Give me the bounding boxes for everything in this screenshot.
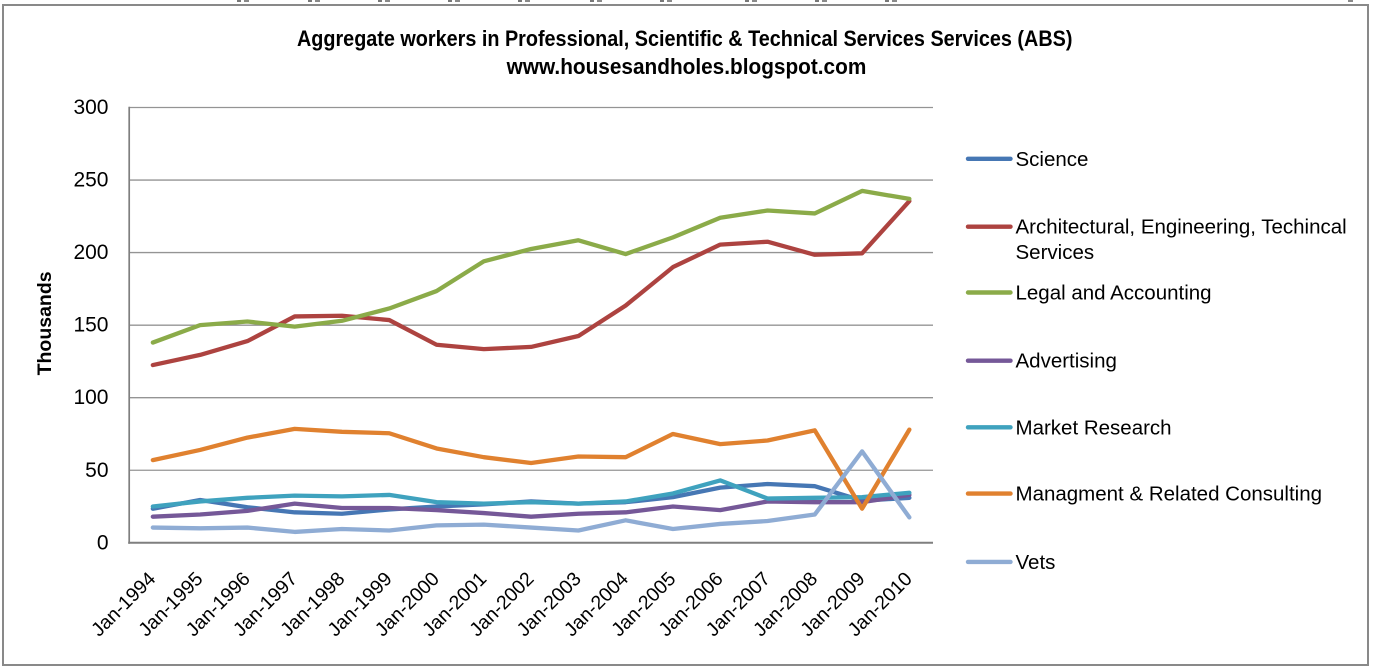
svg-text:Market Research: Market Research [1016,416,1172,439]
svg-text:Advertising: Advertising [1016,350,1117,373]
svg-text:Vets: Vets [1016,551,1056,574]
svg-text:Legal and Accounting: Legal and Accounting [1016,282,1212,305]
svg-text:100: 100 [73,386,108,409]
svg-text:150: 150 [73,314,108,337]
svg-text:Thousands: Thousands [34,271,56,375]
svg-text:Services: Services [1016,241,1095,264]
svg-text:250: 250 [73,169,108,192]
svg-text:300: 300 [73,96,108,119]
svg-text:Architectural, Engineering, Te: Architectural, Engineering, Techincal [1016,216,1347,239]
svg-text:Managment & Related Consulting: Managment & Related Consulting [1016,483,1323,506]
svg-text:0: 0 [97,531,109,554]
svg-text:Science: Science [1016,148,1089,171]
svg-text:50: 50 [85,459,108,482]
svg-text:200: 200 [73,241,108,264]
